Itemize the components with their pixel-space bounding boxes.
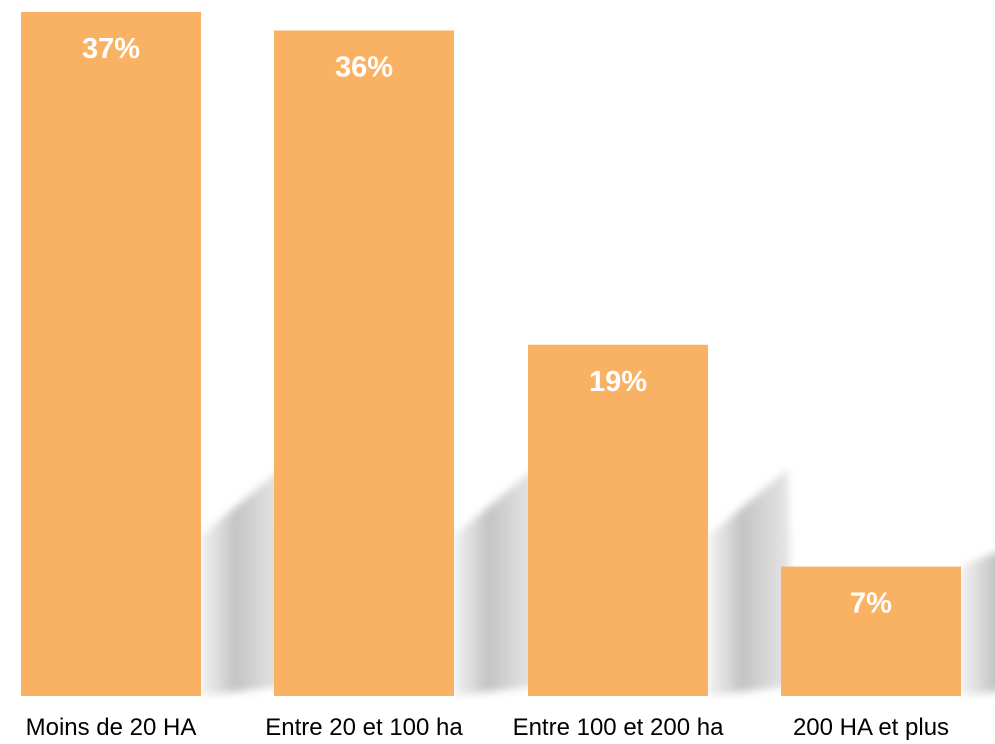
bar-shadows [201, 468, 995, 696]
category-label-entre-100-et-200-ha: Entre 100 et 200 ha [513, 714, 724, 741]
bar-shadow-entre-20-et-100-ha [454, 468, 539, 696]
value-label-moins-de-20-ha: 37% [82, 33, 140, 65]
bar-shadow-200-ha-et-plus [961, 552, 995, 696]
bar-200-ha-et-plus [781, 566, 961, 696]
value-label-200-ha-et-plus: 7% [850, 588, 892, 620]
value-label-entre-100-et-200-ha: 19% [589, 366, 647, 398]
category-label-200-ha-et-plus: 200 HA et plus [793, 714, 949, 741]
value-label-entre-20-et-100-ha: 36% [335, 51, 393, 83]
bar-shadow-entre-100-et-200-ha [708, 468, 793, 696]
category-label-entre-20-et-100-ha: Entre 20 et 100 ha [265, 714, 463, 741]
bar-entre-20-et-100-ha [274, 30, 454, 696]
bar-moins-de-20-ha [21, 12, 201, 696]
bar-entre-100-et-200-ha [528, 344, 708, 696]
value-labels: 37% 36% 19% 7% [82, 33, 892, 620]
bar-shadow-moins-de-20-ha [201, 468, 286, 696]
bars [21, 12, 961, 696]
category-label-moins-de-20-ha: Moins de 20 HA [26, 714, 197, 741]
category-labels: Moins de 20 HA Entre 20 et 100 ha Entre 10… [26, 714, 949, 741]
